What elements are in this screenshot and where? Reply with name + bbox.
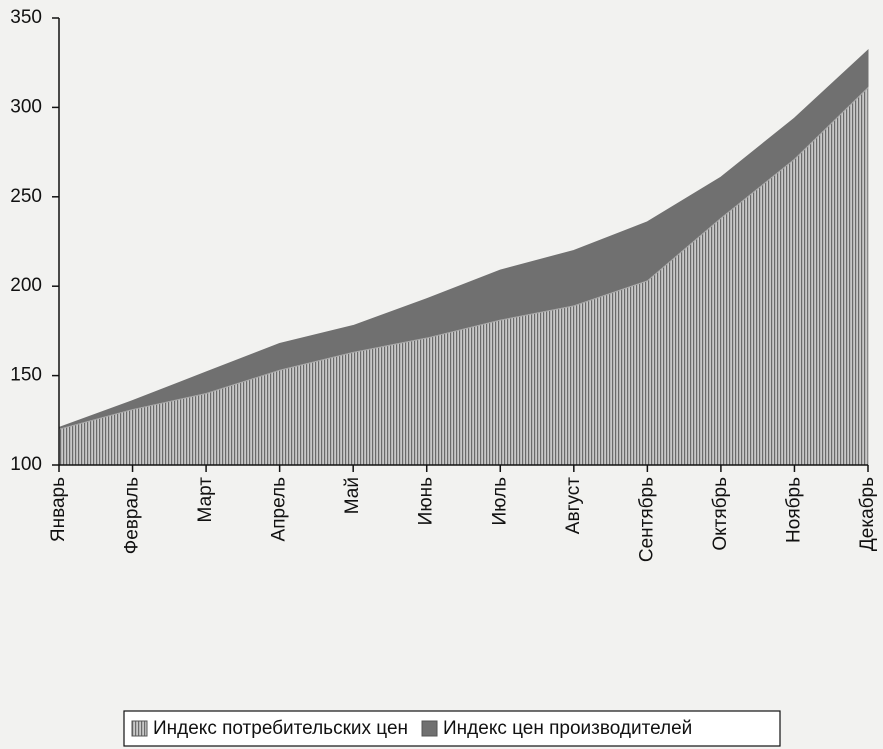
- y-tick-label: 200: [10, 275, 42, 296]
- x-tick-label: Сентябрь: [636, 477, 657, 562]
- legend: [123, 710, 781, 747]
- area: [58, 86, 869, 466]
- x-tick-label: Апрель: [269, 477, 290, 542]
- legend-swatch: [131, 720, 148, 737]
- legend-swatch: [421, 720, 438, 737]
- x-tick-label: Декабрь: [857, 477, 878, 551]
- x-tick-label: Август: [563, 477, 584, 534]
- x-tick-label: Ноябрь: [783, 477, 804, 543]
- x-tick-label: Май: [342, 477, 363, 514]
- legend-label: Индекс потребительских цен: [153, 718, 408, 739]
- x-tick-label: Февраль: [122, 477, 143, 554]
- x-tick-label: Июль: [489, 477, 510, 526]
- x-tick-label: Январь: [48, 477, 69, 542]
- legend-label: Индекс цен производителей: [443, 718, 692, 739]
- y-tick-label: 150: [10, 365, 42, 386]
- x-tick-label: Март: [195, 477, 216, 523]
- y-tick-label: 250: [10, 186, 42, 207]
- y-tick-label: 100: [10, 454, 42, 475]
- x-tick-label: Июнь: [416, 477, 437, 525]
- y-tick-label: 300: [10, 96, 42, 117]
- x-tick-label: Октябрь: [710, 477, 731, 551]
- y-tick-label: 350: [10, 7, 42, 28]
